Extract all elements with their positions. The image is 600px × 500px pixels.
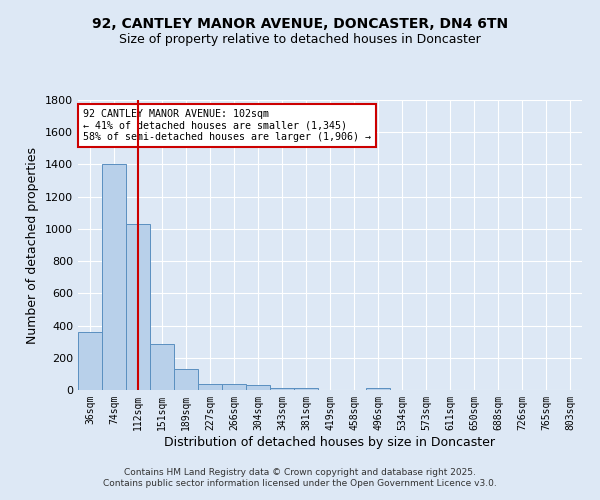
Bar <box>126 224 150 390</box>
Bar <box>366 388 390 390</box>
Bar <box>102 164 126 390</box>
Bar <box>270 388 294 390</box>
Bar <box>294 388 318 390</box>
Text: 92 CANTLEY MANOR AVENUE: 102sqm
← 41% of detached houses are smaller (1,345)
58%: 92 CANTLEY MANOR AVENUE: 102sqm ← 41% of… <box>83 108 371 142</box>
Bar <box>78 332 102 390</box>
Bar <box>222 384 246 390</box>
Text: Contains HM Land Registry data © Crown copyright and database right 2025.
Contai: Contains HM Land Registry data © Crown c… <box>103 468 497 487</box>
Text: 92, CANTLEY MANOR AVENUE, DONCASTER, DN4 6TN: 92, CANTLEY MANOR AVENUE, DONCASTER, DN4… <box>92 18 508 32</box>
Bar <box>198 384 222 390</box>
Bar <box>246 385 270 390</box>
Bar <box>174 369 198 390</box>
Bar <box>150 344 174 390</box>
Y-axis label: Number of detached properties: Number of detached properties <box>26 146 40 344</box>
X-axis label: Distribution of detached houses by size in Doncaster: Distribution of detached houses by size … <box>164 436 496 448</box>
Text: Size of property relative to detached houses in Doncaster: Size of property relative to detached ho… <box>119 32 481 46</box>
